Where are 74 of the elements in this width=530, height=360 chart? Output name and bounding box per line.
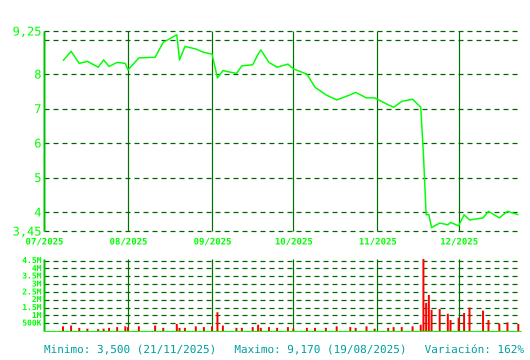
bar [222, 326, 224, 331]
bar [276, 328, 278, 331]
bar [216, 312, 218, 331]
line-series [62, 34, 520, 228]
bar [235, 328, 238, 331]
bar [202, 327, 205, 331]
x-tick-label: 09/2025 [194, 238, 232, 248]
bar [252, 327, 254, 331]
bar [138, 326, 140, 331]
y-tick-label: 5 [34, 171, 42, 186]
y-tick-label: 3.5M [22, 272, 42, 281]
bar [366, 326, 368, 331]
bar [336, 326, 338, 331]
bar [400, 327, 403, 331]
bar [498, 324, 500, 331]
bar [517, 324, 520, 331]
bar [286, 327, 289, 331]
bar [162, 328, 164, 331]
bar [108, 328, 110, 331]
y-tick-label: 9,25 [12, 24, 42, 38]
y-tick-label: 2M [32, 295, 42, 304]
bar [458, 318, 460, 331]
bar [124, 326, 126, 331]
bar [438, 309, 441, 331]
bar [482, 310, 484, 331]
bar [257, 324, 260, 331]
text: Variación: 162% [424, 343, 524, 356]
text: Maximo: 9,170 (19/08/2025) [234, 343, 407, 356]
bar [240, 328, 243, 331]
y-tick-label: 4M [32, 264, 42, 273]
bar [178, 328, 181, 331]
y-tick-label: 3M [32, 280, 42, 289]
bar [194, 326, 197, 331]
x-tick-label: 07/2025 [26, 238, 64, 248]
bar [487, 320, 490, 331]
bar [184, 328, 186, 331]
bar [70, 326, 72, 331]
bar [422, 259, 424, 331]
text: Minimo: 3,500 (21/11/2025) [44, 343, 216, 356]
y-tick-label: 1.5M [22, 303, 42, 312]
bar [78, 328, 80, 331]
x-tick-label: 10/2025 [274, 238, 313, 248]
bar [446, 314, 449, 331]
y-tick-label: 7 [34, 102, 42, 116]
bar [506, 322, 508, 331]
bar [392, 327, 395, 331]
y-tick-label: 4.5M [22, 256, 42, 266]
bar [354, 328, 357, 331]
y-tick-label: 3,45 [12, 224, 42, 238]
x-tick-label: 11/2025 [358, 238, 397, 248]
bar [260, 328, 262, 331]
x-tick-label: 08/2025 [110, 238, 148, 248]
y-tick-label: 8 [34, 68, 42, 82]
y-tick-label: 2.5M [22, 287, 42, 296]
y-tick-label: 4 [34, 206, 42, 220]
y-tick-label: 500K [22, 318, 42, 328]
bar [463, 313, 466, 331]
bar [324, 328, 327, 331]
bar [268, 327, 270, 331]
bar [468, 308, 471, 331]
bar [428, 295, 430, 331]
bar [349, 327, 352, 331]
bar [306, 328, 308, 331]
bar [116, 327, 118, 331]
y-tick-label: 6 [34, 136, 42, 151]
bar [314, 328, 316, 331]
bar [176, 324, 178, 331]
bar [387, 328, 390, 331]
x-tick-label: 12/2025 [440, 238, 478, 248]
bar [211, 326, 214, 331]
bar [62, 326, 64, 331]
bar [412, 326, 414, 331]
y-tick-label: 1M [32, 310, 42, 320]
bar [154, 326, 156, 331]
